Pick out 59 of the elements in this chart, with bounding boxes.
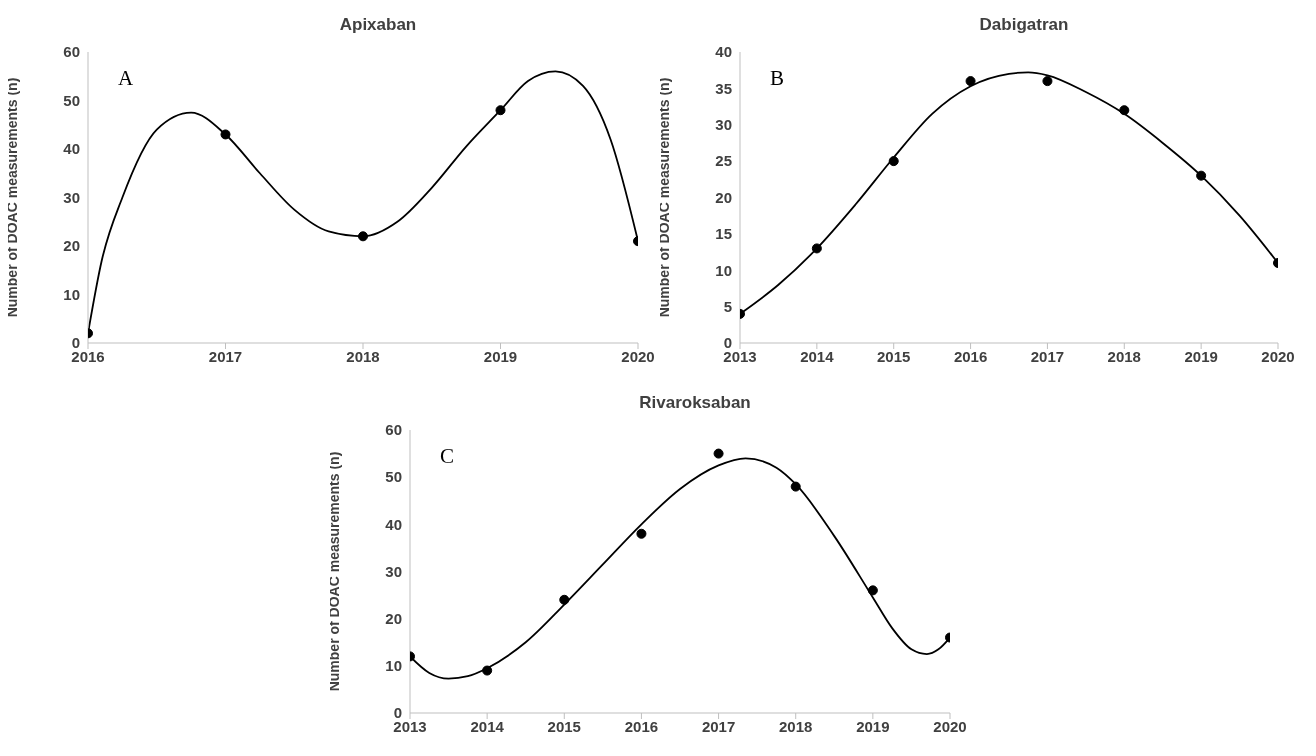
point [965, 76, 976, 87]
point [1196, 170, 1207, 181]
y-tick-label: 50 [385, 468, 402, 486]
point [1119, 105, 1130, 116]
x-tick-label: 2017 [208, 347, 243, 365]
y-tick-label: 40 [715, 43, 732, 61]
point [790, 481, 801, 492]
y-tick-label: 50 [63, 91, 80, 109]
x-tick-label: 2020 [1261, 347, 1295, 365]
point [636, 528, 647, 539]
y-tick-label: 10 [63, 285, 80, 303]
annotation: C [440, 444, 455, 469]
y-tick-label: 20 [385, 609, 402, 627]
y-tick-label: 10 [715, 261, 732, 279]
x-tick-label: 2014 [470, 717, 505, 735]
x-tick-label: 2018 [1107, 347, 1141, 365]
y-tick-label: 30 [385, 562, 402, 580]
point [357, 231, 369, 242]
y-tick-label: 5 [723, 297, 732, 315]
point [482, 665, 493, 676]
point [559, 594, 570, 605]
y-tick-label: 15 [715, 225, 732, 243]
x-tick-label: 2018 [779, 717, 813, 735]
x-tick-label: 2017 [1030, 347, 1065, 365]
point [888, 156, 899, 167]
y-tick-label: 30 [63, 188, 80, 206]
chart-title: Dabigatran [978, 14, 1070, 36]
point [867, 585, 878, 596]
y-tick-label: 40 [385, 515, 402, 533]
x-tick-label: 2019 [483, 347, 518, 365]
point [220, 129, 231, 140]
y-tick-label: 60 [385, 421, 402, 439]
annotation: A [118, 66, 134, 91]
x-tick-label: 2019 [1184, 347, 1218, 365]
annotation: B [770, 66, 785, 91]
point [1042, 76, 1053, 87]
chart-title: Apixaban [338, 14, 418, 36]
y-tick-label: 20 [715, 188, 732, 206]
x-tick-label: 2014 [800, 347, 835, 365]
y-tick-label: 20 [63, 237, 80, 255]
x-tick-label: 2019 [856, 717, 890, 735]
chart-title: Rivaroksaban [638, 392, 752, 414]
y-tick-label: 10 [385, 657, 402, 675]
x-tick-label: 2016 [953, 347, 988, 365]
y-tick-label: 30 [715, 116, 732, 134]
x-tick-label: 2017 [701, 717, 736, 735]
y-tick-label: 35 [715, 79, 732, 97]
x-tick-label: 2015 [547, 717, 581, 735]
point [495, 105, 506, 116]
x-tick-label: 2016 [624, 717, 659, 735]
x-tick-label: 2020 [933, 717, 967, 735]
y-tick-label: 25 [715, 152, 732, 170]
x-tick-label: 2015 [877, 347, 911, 365]
point [713, 448, 724, 459]
y-tick-label: 60 [63, 43, 80, 61]
x-tick-label: 2020 [621, 347, 655, 365]
point [811, 243, 822, 254]
x-tick-label: 2018 [346, 347, 380, 365]
y-tick-label: 40 [63, 140, 80, 158]
